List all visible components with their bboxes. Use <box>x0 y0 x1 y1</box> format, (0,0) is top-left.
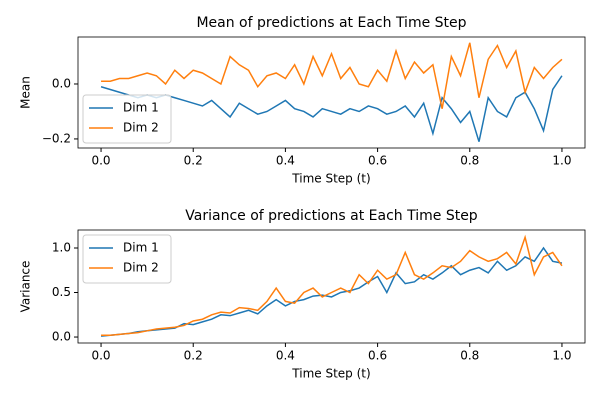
x-tick-label: 0.0 <box>91 349 110 363</box>
x-axis-label: Time Step (t) <box>291 172 370 186</box>
chart-title: Mean of predictions at Each Time Step <box>196 15 466 31</box>
data-line <box>100 75 563 142</box>
legend-label: Dim 2 <box>123 121 159 135</box>
legend-box <box>82 234 172 284</box>
x-tick-label: 0.2 <box>184 154 203 168</box>
chart-title: Variance of predictions at Each Time Ste… <box>185 208 478 224</box>
y-tick-label: 0.0 <box>52 76 71 90</box>
plot-frame <box>77 36 586 149</box>
x-tick-label: 1.0 <box>552 349 571 363</box>
legend-label: Dim 1 <box>123 101 159 115</box>
data-line <box>101 42 563 109</box>
x-tick-label: 0.8 <box>460 154 479 168</box>
data-line <box>101 234 563 337</box>
x-tick-label: 0.0 <box>91 154 110 168</box>
x-tick-label: 0.8 <box>460 349 479 363</box>
x-tick-label: 0.2 <box>184 349 203 363</box>
y-tick-label: −0.2 <box>42 131 71 145</box>
x-axis-label: Time Step (t) <box>291 367 370 381</box>
legend-box <box>82 94 172 144</box>
y-tick-label: 0.0 <box>52 330 71 344</box>
plot-frame <box>77 229 586 344</box>
y-axis-label: Variance <box>19 261 33 313</box>
y-tick-label: 1.0 <box>52 240 71 254</box>
x-tick-label: 0.4 <box>276 349 295 363</box>
legend-label: Dim 1 <box>123 241 159 255</box>
y-tick-label: 0.5 <box>52 285 71 299</box>
legend-label: Dim 2 <box>123 261 159 275</box>
x-tick-label: 0.6 <box>368 154 387 168</box>
x-tick-label: 1.0 <box>552 154 571 168</box>
x-tick-label: 0.6 <box>368 349 387 363</box>
y-axis-label: Mean <box>19 76 33 109</box>
x-tick-label: 0.4 <box>276 154 295 168</box>
